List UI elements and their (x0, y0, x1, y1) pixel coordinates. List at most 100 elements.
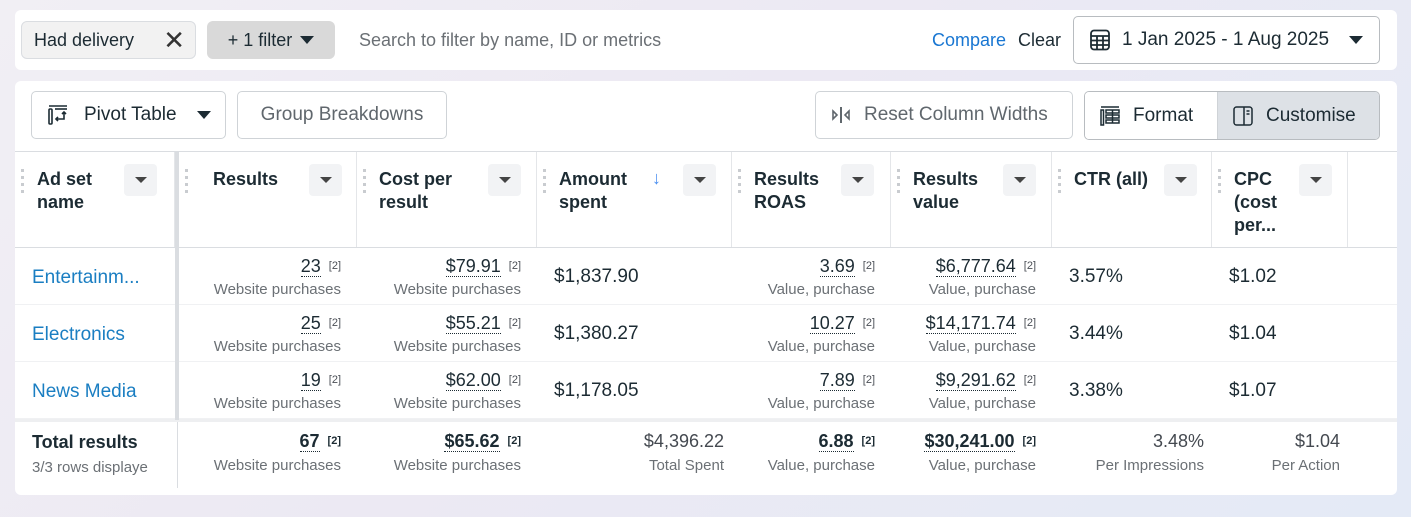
cost-per-result-cell: $62.00 [2] Website purchases (393, 370, 521, 412)
format-list-icon (1100, 105, 1120, 126)
caret-down-icon (319, 177, 332, 183)
filter-chip-had-delivery[interactable]: Had delivery ✕ (21, 21, 196, 59)
totals-title: Total results (32, 432, 138, 452)
drag-handle-icon[interactable] (543, 169, 546, 195)
results-cell: 25 [2] Website purchases (213, 313, 341, 355)
total-roas-cell: 6.88 [2] Value, purchase (767, 431, 875, 474)
cpc-cell: $1.07 (1229, 380, 1277, 401)
results-roas-cell: 10.27 [2] Value, purchase (767, 313, 875, 355)
column-menu-button[interactable] (1299, 164, 1332, 196)
drag-handle-icon[interactable] (738, 169, 741, 195)
column-header-results[interactable]: Results (175, 152, 357, 247)
drag-handle-icon[interactable] (363, 169, 366, 195)
results-roas-cell: 7.89 [2] Value, purchase (767, 370, 875, 412)
report-panel: Pivot Table Group Breakdowns Reset Colum… (15, 81, 1397, 495)
ctr-cell: 3.57% (1069, 266, 1123, 287)
group-breakdowns-button[interactable]: Group Breakdowns (237, 91, 447, 139)
reset-column-widths-button[interactable]: Reset Column Widths (815, 91, 1073, 139)
column-menu-button[interactable] (841, 164, 874, 196)
column-menu-button[interactable] (309, 164, 342, 196)
search-input[interactable] (359, 29, 899, 51)
drag-handle-icon[interactable] (21, 169, 24, 195)
caret-down-icon (1013, 177, 1026, 183)
results-cell: 23 [2] Website purchases (213, 256, 341, 298)
customise-button[interactable]: Customise (1218, 92, 1379, 139)
caret-down-icon (1349, 36, 1363, 44)
columns-panel-icon (1233, 105, 1253, 126)
format-button[interactable]: Format (1085, 92, 1218, 139)
format-label: Format (1133, 104, 1194, 126)
caret-down-icon (196, 111, 211, 119)
total-results-value-cell: $30,241.00 [2] Value, purchase (924, 431, 1036, 474)
total-ctr-cell: 3.48% Per Impressions (1095, 431, 1204, 474)
column-menu-button[interactable] (488, 164, 521, 196)
ad-set-name-link[interactable]: News Media (32, 381, 137, 402)
cpc-cell: $1.02 (1229, 266, 1277, 287)
date-range-picker[interactable]: 1 Jan 2025 - 1 Aug 2025 (1073, 16, 1380, 64)
caret-down-icon (134, 177, 147, 183)
column-header-results-roas[interactable]: Results ROAS (732, 152, 891, 247)
drag-handle-icon[interactable] (185, 169, 188, 195)
totals-row: Total results 3/3 rows displaye 67 [2] Web… (15, 419, 1397, 491)
caret-down-icon (498, 177, 511, 183)
column-header-results-value[interactable]: Results value (891, 152, 1052, 247)
pivot-icon (48, 105, 67, 125)
amount-spent-cell: $1,837.90 (554, 266, 639, 287)
results-roas-cell: 3.69 [2] Value, purchase (767, 256, 875, 298)
cpc-cell: $1.04 (1229, 323, 1277, 344)
table-row: Entertainm... 23 [2] Website purchases $79… (15, 248, 1397, 305)
total-amount-spent-cell: $4,396.22 Total Spent (643, 431, 724, 474)
more-filters-button[interactable]: + 1 filter (207, 21, 335, 59)
table-row: News Media 19 [2] Website purchases $62.00… (15, 362, 1397, 419)
total-cpc-cell: $1.04 Per Action (1271, 431, 1340, 474)
amount-spent-cell: $1,380.27 (554, 323, 639, 344)
column-divider (177, 422, 178, 488)
column-header-cost-per-result[interactable]: Cost per result (357, 152, 537, 247)
sort-descending-icon[interactable]: ↓ (652, 168, 661, 188)
pivot-table-button[interactable]: Pivot Table (31, 91, 226, 139)
column-header-cpc[interactable]: CPC (cost per... (1212, 152, 1348, 247)
clear-link[interactable]: Clear (1017, 29, 1061, 50)
table-header-row: Ad set name Results Cost per result Amou… (15, 151, 1397, 248)
view-toggle: Format Customise (1084, 91, 1380, 140)
drag-handle-icon[interactable] (1218, 169, 1221, 195)
column-menu-button[interactable] (1164, 164, 1197, 196)
column-menu-button[interactable] (683, 164, 716, 196)
customise-label: Customise (1266, 104, 1356, 126)
results-value-cell: $6,777.64 [2] Value, purchase (928, 256, 1036, 298)
ad-set-name-link[interactable]: Electronics (32, 324, 125, 345)
ctr-cell: 3.44% (1069, 323, 1123, 344)
amount-spent-cell: $1,178.05 (554, 380, 639, 401)
pivot-table-label: Pivot Table (84, 104, 177, 125)
column-menu-button[interactable] (124, 164, 157, 196)
rows-displayed-count: 3/3 rows displaye (32, 459, 148, 476)
reset-column-widths-label: Reset Column Widths (864, 104, 1048, 125)
filter-bar: Had delivery ✕ + 1 filter Compare Clear … (15, 10, 1397, 70)
calendar-icon (1090, 29, 1110, 51)
total-results-cell: 67 [2] Website purchases (213, 431, 341, 474)
column-header-ad-set-name[interactable]: Ad set name (15, 152, 175, 247)
cost-per-result-cell: $79.91 [2] Website purchases (393, 256, 521, 298)
results-value-cell: $9,291.62 [2] Value, purchase (928, 370, 1036, 412)
results-value-cell: $14,171.74 [2] Value, purchase (925, 313, 1036, 355)
date-range-label: 1 Jan 2025 - 1 Aug 2025 (1122, 29, 1330, 50)
cost-per-result-cell: $55.21 [2] Website purchases (393, 313, 521, 355)
filter-chip-label: Had delivery (34, 29, 135, 50)
results-cell: 19 [2] Website purchases (213, 370, 341, 412)
caret-down-icon (851, 177, 864, 183)
more-filters-label: + 1 filter (227, 29, 293, 50)
ad-set-name-link[interactable]: Entertainm... (32, 267, 140, 288)
ctr-cell: 3.38% (1069, 380, 1123, 401)
column-menu-button[interactable] (1003, 164, 1036, 196)
close-icon[interactable]: ✕ (163, 25, 185, 55)
compare-link[interactable]: Compare (931, 29, 1006, 50)
column-header-ctr[interactable]: CTR (all) (1052, 152, 1212, 247)
column-header-amount-spent[interactable]: Amount spent ↓ (537, 152, 732, 247)
drag-handle-icon[interactable] (897, 169, 900, 195)
frozen-column-divider[interactable] (175, 151, 179, 420)
total-cost-per-result-cell: $65.62 [2] Website purchases (393, 431, 521, 474)
caret-down-icon (693, 177, 706, 183)
drag-handle-icon[interactable] (1058, 169, 1061, 195)
header-filler (1348, 152, 1397, 247)
column-resize-icon (832, 107, 850, 123)
